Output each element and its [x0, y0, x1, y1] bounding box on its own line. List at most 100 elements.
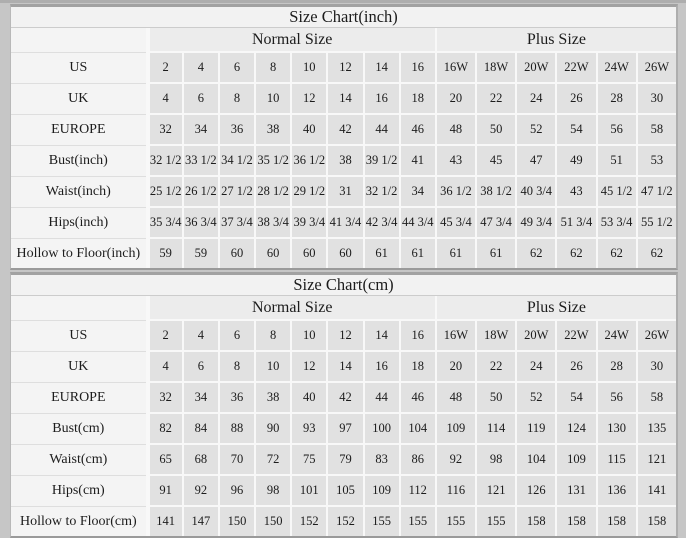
size-value-cell: 96	[217, 476, 255, 507]
size-value-cell: 31	[326, 177, 363, 208]
size-value-cell: 61	[434, 239, 475, 268]
size-value-cell: 26W	[635, 53, 676, 84]
size-value-cell: 20	[434, 84, 475, 115]
size-value-cell: 44	[362, 383, 399, 414]
size-value-cell: 155	[398, 507, 435, 536]
size-value-cell: 84	[181, 414, 218, 445]
size-value-cell: 109	[362, 476, 399, 507]
size-value-cell: 75	[290, 445, 327, 476]
size-value-cell: 53	[635, 146, 676, 177]
size-value-cell: 147	[181, 507, 218, 536]
row-label: US	[11, 53, 146, 84]
row-label: US	[11, 321, 146, 352]
size-value-cell: 131	[555, 476, 596, 507]
size-value-cell: 60	[290, 239, 327, 268]
size-value-cell: 60	[217, 239, 255, 268]
table-row: Waist(cm) 65 68 70 72 75 79 83 86 92 98 104 109 115 12…	[11, 445, 676, 476]
size-value-cell: 26	[555, 352, 596, 383]
size-value-cell: 38 1/2	[475, 177, 516, 208]
size-value-cell: 37 3/4	[217, 208, 255, 239]
size-value-cell: 20W	[515, 53, 556, 84]
size-value-cell: 53 3/4	[595, 208, 636, 239]
size-value-cell: 52	[515, 115, 556, 146]
size-value-cell: 40	[290, 383, 327, 414]
size-value-cell: 6	[181, 352, 218, 383]
size-value-cell: 152	[326, 507, 363, 536]
size-value-cell: 24W	[595, 53, 636, 84]
size-value-cell: 32 1/2	[362, 177, 399, 208]
size-value-cell: 109	[434, 414, 476, 445]
size-value-cell: 47 1/2	[635, 177, 676, 208]
size-value-cell: 68	[181, 445, 218, 476]
table-row: Hollow to Floor(cm) 141 147 150 150 152 152 155…	[11, 507, 676, 536]
size-value-cell: 12	[290, 352, 327, 383]
size-value-cell: 6	[181, 84, 218, 115]
size-value-cell: 33 1/2	[181, 146, 218, 177]
size-value-cell: 92	[181, 476, 218, 507]
column-group-row: Normal Size Plus Size	[11, 296, 676, 321]
size-value-cell: 54	[555, 383, 596, 414]
size-value-cell: 38 3/4	[254, 208, 291, 239]
size-value-cell: 14	[326, 84, 363, 115]
size-value-cell: 58	[635, 383, 676, 414]
size-value-cell: 101	[290, 476, 327, 507]
size-value-cell: 6	[217, 321, 255, 352]
size-value-cell: 91	[145, 476, 182, 507]
size-value-cell: 4	[181, 53, 218, 84]
row-label: EUROPE	[11, 383, 146, 414]
row-label: Hollow to Floor(cm)	[11, 507, 146, 536]
size-value-cell: 10	[290, 53, 327, 84]
size-value-cell: 56	[595, 383, 636, 414]
table-row: Bust(inch) 32 1/2 33 1/2 34 1/2 35 1/2 36 1/2…	[11, 146, 676, 177]
size-value-cell: 36 3/4	[181, 208, 218, 239]
size-value-cell: 36 1/2	[434, 177, 475, 208]
size-value-cell: 70	[217, 445, 255, 476]
size-value-cell: 61	[362, 239, 399, 268]
size-value-cell: 52	[515, 383, 556, 414]
size-value-cell: 38	[254, 115, 291, 146]
size-value-cell: 82	[145, 414, 182, 445]
table-title: Size Chart(cm)	[11, 275, 676, 296]
size-value-cell: 42	[326, 383, 363, 414]
size-value-cell: 30	[635, 84, 676, 115]
size-value-cell: 141	[145, 507, 182, 536]
size-value-cell: 90	[254, 414, 291, 445]
size-value-cell: 16	[362, 352, 399, 383]
size-value-cell: 158	[515, 507, 556, 536]
size-value-cell: 104	[515, 445, 556, 476]
size-value-cell: 24	[515, 84, 556, 115]
size-value-cell: 48	[434, 115, 475, 146]
size-value-cell: 155	[362, 507, 399, 536]
size-value-cell: 55 1/2	[635, 208, 676, 239]
column-group-label: Plus Size	[434, 296, 676, 321]
size-value-cell: 39 3/4	[290, 208, 327, 239]
table-row: Bust(cm) 82 84 88 90 93 97 100 104 109 114 119 124 13…	[11, 414, 676, 445]
size-value-cell: 34	[181, 115, 218, 146]
row-label: Hips(inch)	[11, 208, 146, 239]
size-value-cell: 47	[515, 146, 556, 177]
table-row: Waist(inch) 25 1/2 26 1/2 27 1/2 28 1/2 29 1/…	[11, 177, 676, 208]
size-value-cell: 29 1/2	[290, 177, 327, 208]
size-value-cell: 58	[635, 115, 676, 146]
size-value-cell: 47 3/4	[475, 208, 516, 239]
size-value-cell: 4	[145, 352, 182, 383]
row-label: UK	[11, 352, 146, 383]
size-value-cell: 18W	[475, 321, 516, 352]
size-value-cell: 97	[326, 414, 363, 445]
size-value-cell: 116	[434, 476, 476, 507]
size-chart-inch-table: Size Chart(inch) Normal Size Plus Size US 2 4…	[10, 4, 678, 270]
size-value-cell: 49	[555, 146, 596, 177]
table-row: UK 4 6 8 10 12 14 16 18 20 22 24 26 28 30	[11, 84, 676, 115]
column-group-label: Normal Size	[145, 296, 435, 321]
size-value-cell: 51 3/4	[555, 208, 596, 239]
row-label: Hips(cm)	[11, 476, 146, 507]
size-value-cell: 112	[398, 476, 435, 507]
size-value-cell: 93	[290, 414, 327, 445]
size-value-cell: 39 1/2	[362, 146, 399, 177]
size-value-cell: 16	[398, 53, 435, 84]
size-value-cell: 100	[362, 414, 399, 445]
size-value-cell: 18	[398, 352, 435, 383]
size-value-cell: 130	[595, 414, 636, 445]
row-label: Bust(inch)	[11, 146, 146, 177]
